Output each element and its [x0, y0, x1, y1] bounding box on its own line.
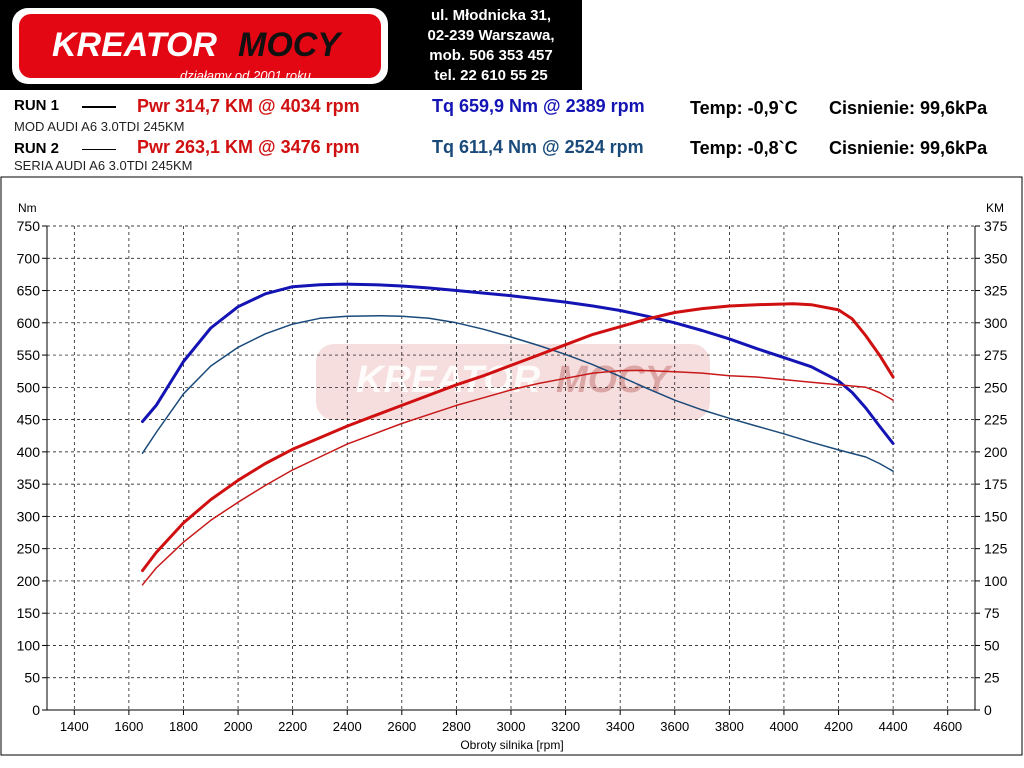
- logo-graphic: KREATOR MOCY działamy od 2001 roku: [12, 8, 388, 84]
- y-tick-label-right: 25: [984, 670, 1000, 686]
- x-tick-label: 2000: [224, 719, 253, 734]
- contact-address: ul. Młodnicka 31, 02-239 Warszawa, mob. …: [400, 0, 582, 90]
- logo-banner: KREATOR MOCY działamy od 2001 roku: [0, 0, 400, 90]
- address-line-city: 02-239 Warszawa,: [427, 27, 555, 44]
- y-tick-label-left: 650: [17, 283, 41, 299]
- y-tick-label-right: 100: [984, 573, 1008, 589]
- x-tick-label: 4200: [824, 719, 853, 734]
- x-tick-label: 4600: [933, 719, 962, 734]
- y-tick-label-left: 150: [17, 605, 41, 621]
- run2-temperature: Temp: -0,8`C: [690, 138, 798, 158]
- y-tick-label-right: 375: [984, 218, 1008, 234]
- run2-description: SERIA AUDI A6 3.0TDI 245KM: [14, 158, 193, 173]
- y-tick-label-left: 200: [17, 573, 41, 589]
- run1-label: RUN 1: [14, 97, 60, 114]
- y-tick-label-left: 0: [32, 702, 40, 718]
- y-tick-label-left: 350: [17, 476, 41, 492]
- x-tick-label: 3000: [497, 719, 526, 734]
- y-tick-label-right: 250: [984, 379, 1008, 395]
- y-tick-label-right: 0: [984, 702, 992, 718]
- y-tick-label-left: 300: [17, 508, 41, 524]
- y-tick-label-left: 250: [17, 541, 41, 557]
- x-tick-label: 1400: [60, 719, 89, 734]
- y-tick-label-left: 700: [17, 250, 41, 266]
- run2-label: RUN 2: [14, 140, 60, 157]
- x-tick-label: 3800: [715, 719, 744, 734]
- y-tick-label-right: 200: [984, 444, 1008, 460]
- y-tick-label-right: 175: [984, 476, 1008, 492]
- run2-torque: Tq 611,4 Nm @ 2524 rpm: [432, 137, 644, 157]
- x-tick-label: 4000: [769, 719, 798, 734]
- chart-grid: [47, 225, 975, 710]
- y-axis-label-left: Nm: [18, 201, 37, 215]
- run2-pressure: Cisnienie: 99,6kPa: [829, 138, 988, 158]
- x-tick-label: 1800: [169, 719, 198, 734]
- run1-description: MOD AUDI A6 3.0TDI 245KM: [14, 119, 185, 134]
- series-line-3: [141, 302, 895, 573]
- y-tick-label-right: 225: [984, 412, 1008, 428]
- y-tick-label-right: 300: [984, 315, 1008, 331]
- run1-torque: Tq 659,9 Nm @ 2389 rpm: [432, 96, 645, 116]
- y-tick-label-left: 500: [17, 379, 41, 395]
- x-tick-label: 4400: [879, 719, 908, 734]
- y-axis-label-right: KM: [986, 201, 1004, 215]
- run1-power: Pwr 314,7 KM @ 4034 rpm: [137, 96, 360, 116]
- y-tick-label-left: 100: [17, 637, 41, 653]
- x-tick-label: 2600: [387, 719, 416, 734]
- chart-axes: 0501001502002503003504004505005506006507…: [17, 218, 1008, 734]
- address-line-mobile: mob. 506 353 457: [429, 47, 553, 64]
- watermark-logo: KREATOR MOCY: [316, 344, 710, 420]
- y-tick-label-left: 750: [17, 218, 41, 234]
- x-tick-label: 2400: [333, 719, 362, 734]
- y-tick-label-left: 400: [17, 444, 41, 460]
- logo-tagline: działamy od 2001 roku: [180, 68, 311, 83]
- x-tick-label: 2200: [278, 719, 307, 734]
- series-line-1: [141, 282, 895, 445]
- run2-legend-line: [82, 149, 116, 150]
- y-tick-label-right: 350: [984, 250, 1008, 266]
- y-tick-label-right: 50: [984, 637, 1000, 653]
- watermark-brand-part2: MOCY: [556, 359, 674, 401]
- logo-red-panel: [19, 14, 381, 78]
- y-tick-label-right: 125: [984, 541, 1008, 557]
- run1-temperature: Temp: -0,9`C: [690, 98, 798, 118]
- logo-brand-part1: KREATOR: [52, 26, 217, 64]
- x-tick-label: 3600: [660, 719, 689, 734]
- x-tick-label: 3400: [606, 719, 635, 734]
- series-line-4: [141, 369, 894, 586]
- run2-power: Pwr 263,1 KM @ 3476 rpm: [137, 137, 360, 157]
- y-tick-label-right: 325: [984, 283, 1008, 299]
- logo-brand-part2: MOCY: [238, 26, 343, 64]
- x-tick-label: 3200: [551, 719, 580, 734]
- chart-frame: [0, 176, 1023, 756]
- run1-pressure: Cisnienie: 99,6kPa: [829, 98, 988, 118]
- y-tick-label-left: 450: [17, 412, 41, 428]
- y-tick-label-right: 150: [984, 508, 1008, 524]
- address-line-phone: tel. 22 610 55 25: [434, 67, 548, 84]
- dyno-chart: KREATOR MOCY 050100150200250300350400450…: [0, 176, 1023, 756]
- y-tick-label-left: 50: [24, 670, 40, 686]
- y-tick-label-left: 600: [17, 315, 41, 331]
- x-tick-label: 1600: [114, 719, 143, 734]
- y-tick-label-left: 550: [17, 347, 41, 363]
- run1-legend-line: [82, 106, 116, 108]
- address-line-street: ul. Młodnicka 31,: [430, 7, 552, 24]
- x-tick-label: 2800: [442, 719, 471, 734]
- chart-series: [141, 282, 895, 586]
- y-tick-label-right: 275: [984, 347, 1008, 363]
- y-tick-label-right: 75: [984, 605, 1000, 621]
- series-line-2: [141, 314, 894, 472]
- x-axis-label: Obroty silnika [rpm]: [460, 738, 563, 752]
